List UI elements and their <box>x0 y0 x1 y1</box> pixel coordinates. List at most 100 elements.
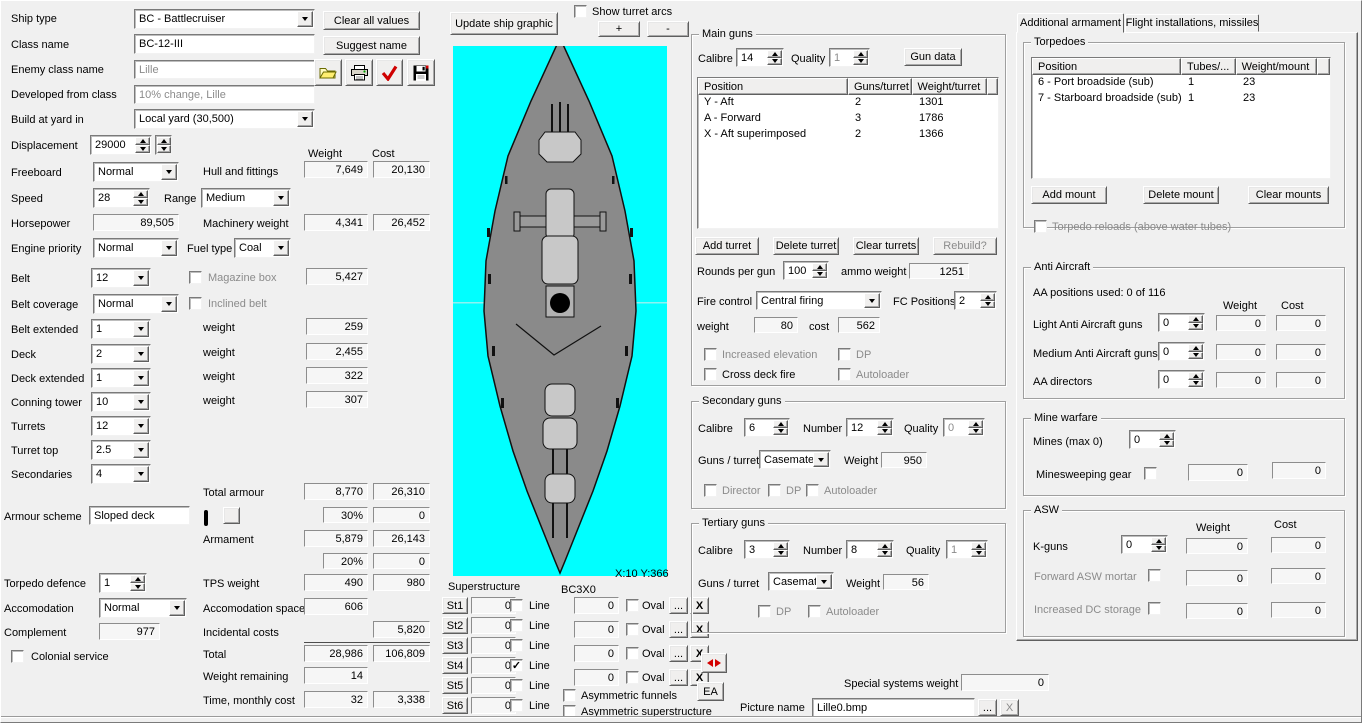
freeboard-combo[interactable]: Normal <box>93 162 179 182</box>
turrets-combo[interactable]: 12 <box>91 416 151 436</box>
torpedo-defence-spinner[interactable]: 1 <box>99 573 147 593</box>
open-file-button[interactable] <box>314 59 342 86</box>
add-mount-button[interactable]: Add mount <box>1031 186 1107 204</box>
torpedo-reloads-checkbox[interactable] <box>1034 220 1047 233</box>
medium-aa-up-icon[interactable] <box>1188 344 1203 352</box>
st6-line-checkbox[interactable] <box>510 699 523 712</box>
oval3-checkbox[interactable] <box>626 647 639 660</box>
kguns-spinner[interactable]: 0 <box>1121 535 1168 554</box>
main-dp-checkbox[interactable] <box>838 348 851 361</box>
print-button[interactable] <box>345 59 373 86</box>
sec-calibre-spinner[interactable]: 6 <box>744 418 790 437</box>
rounds-down-icon[interactable] <box>812 270 827 278</box>
sec-number-down-icon[interactable] <box>877 427 892 435</box>
class-name-input[interactable]: BC-12-III <box>134 34 315 54</box>
picture-clear-button[interactable]: X <box>1000 699 1019 716</box>
range-combo[interactable]: Medium <box>201 188 291 208</box>
main-calibre-spinner[interactable]: 14 <box>736 48 784 67</box>
minesweeping-checkbox[interactable] <box>1144 467 1157 480</box>
st2-line-checkbox[interactable] <box>510 619 523 632</box>
turrets-dropdown-icon[interactable] <box>133 418 149 434</box>
oval2-checkbox[interactable] <box>626 623 639 636</box>
kguns-down-icon[interactable] <box>1151 544 1166 552</box>
fire-control-dropdown-icon[interactable] <box>864 293 880 308</box>
ter-guns-turret-combo[interactable]: Casemate: <box>768 572 834 591</box>
medium-aa-spinner[interactable]: 0 <box>1158 342 1205 361</box>
tab-additional-armament[interactable]: Additional armament <box>1017 13 1124 33</box>
clear-mounts-button[interactable]: Clear mounts <box>1248 186 1329 204</box>
freeboard-dropdown-icon[interactable] <box>161 164 177 180</box>
deck-extended-combo[interactable]: 1 <box>91 368 151 388</box>
speed-spinner[interactable]: 28 <box>93 188 150 208</box>
light-aa-spinner[interactable]: 0 <box>1158 313 1205 332</box>
picture-browse-button[interactable]: ... <box>978 699 997 716</box>
col-torp-position[interactable]: Position <box>1032 58 1181 75</box>
belt-extended-combo[interactable]: 1 <box>91 319 151 339</box>
main-guns-table-header[interactable]: Position Guns/turret Weight/turret <box>698 78 998 95</box>
engine-priority-dropdown-icon[interactable] <box>161 240 177 256</box>
verify-button[interactable] <box>376 59 403 86</box>
deck-extended-dropdown-icon[interactable] <box>133 370 149 386</box>
displacement-fine-up-icon[interactable] <box>157 137 171 145</box>
sec-quality-up-icon[interactable] <box>968 420 983 428</box>
col-weight-turret[interactable]: Weight/turret <box>911 78 988 95</box>
oval3-browse-button[interactable]: ... <box>669 645 688 662</box>
sec-guns-turret-combo[interactable]: Casemate: <box>759 450 831 469</box>
fc-positions-up-icon[interactable] <box>980 293 995 301</box>
displacement-up-icon[interactable] <box>135 137 150 145</box>
speed-down-icon[interactable] <box>133 198 148 206</box>
ter-number-down-icon[interactable] <box>877 549 892 557</box>
save-button[interactable] <box>407 59 435 86</box>
col-torp-weight[interactable]: Weight/mount <box>1235 58 1318 75</box>
sec-guns-turret-dropdown-icon[interactable] <box>813 452 829 467</box>
st5-button[interactable]: St5 <box>442 677 468 694</box>
ship-type-dropdown-icon[interactable] <box>297 11 313 27</box>
sec-director-checkbox[interactable] <box>704 484 717 497</box>
oval4-checkbox[interactable] <box>626 671 639 684</box>
fuel-type-dropdown-icon[interactable] <box>273 240 289 256</box>
oval2-delete-button[interactable]: X <box>690 621 709 638</box>
ter-calibre-up-icon[interactable] <box>773 542 788 550</box>
oval1-checkbox[interactable] <box>626 599 639 612</box>
build-yard-combo[interactable]: Local yard (30,500) <box>134 109 315 129</box>
turret-top-combo[interactable]: 2.5 <box>91 440 151 460</box>
graphic-zoom-out-button[interactable]: - <box>647 21 689 37</box>
table-row[interactable]: A - Forward 3 1786 <box>704 112 944 124</box>
speed-up-icon[interactable] <box>133 190 148 198</box>
ter-autoloader-checkbox[interactable] <box>808 605 821 618</box>
ter-dp-checkbox[interactable] <box>758 605 771 618</box>
table-row[interactable]: 6 - Port broadside (sub) 1 23 <box>1038 76 1256 88</box>
ter-calibre-spinner[interactable]: 3 <box>744 540 790 559</box>
clear-turrets-button[interactable]: Clear turrets <box>853 237 919 255</box>
st4-button[interactable]: St4 <box>442 657 468 674</box>
clear-all-values-button[interactable]: Clear all values <box>323 11 420 30</box>
table-row[interactable]: 7 - Starboard broadside (sub) 1 23 <box>1038 92 1256 104</box>
st1-line-checkbox[interactable] <box>510 599 523 612</box>
st2-button[interactable]: St2 <box>442 617 468 634</box>
ter-number-spinner[interactable]: 8 <box>846 540 894 559</box>
light-aa-down-icon[interactable] <box>1188 322 1203 330</box>
col-position[interactable]: Position <box>698 78 848 95</box>
tab-flight-installations[interactable]: Flight installations, missiles <box>1125 14 1259 32</box>
table-row[interactable]: X - Aft superimposed 2 1366 <box>704 128 944 140</box>
oval1-delete-button[interactable]: X <box>690 597 709 614</box>
accomodation-dropdown-icon[interactable] <box>169 600 185 616</box>
fc-positions-down-icon[interactable] <box>980 300 995 308</box>
sec-number-spinner[interactable]: 12 <box>846 418 894 437</box>
torpedoes-table[interactable]: Position Tubes/... Weight/mount 6 - Port… <box>1031 57 1331 179</box>
kguns-up-icon[interactable] <box>1151 537 1166 545</box>
ter-quality-down-icon[interactable] <box>971 549 986 557</box>
torpedo-defence-up-icon[interactable] <box>130 575 145 583</box>
gun-data-button[interactable]: Gun data <box>904 48 962 66</box>
fc-positions-spinner[interactable]: 2 <box>954 291 997 310</box>
asym-funnels-checkbox[interactable] <box>563 689 576 702</box>
magazine-box-checkbox[interactable] <box>189 271 202 284</box>
col-torp-tubes[interactable]: Tubes/... <box>1180 58 1236 75</box>
dc-storage-checkbox[interactable] <box>1148 602 1161 615</box>
mines-up-icon[interactable] <box>1159 432 1174 440</box>
aa-directors-up-icon[interactable] <box>1188 372 1203 380</box>
accomodation-combo[interactable]: Normal <box>99 598 187 618</box>
torpedoes-table-header[interactable]: Position Tubes/... Weight/mount <box>1032 58 1330 75</box>
st3-button[interactable]: St3 <box>442 637 468 654</box>
add-turret-button[interactable]: Add turret <box>695 237 759 255</box>
